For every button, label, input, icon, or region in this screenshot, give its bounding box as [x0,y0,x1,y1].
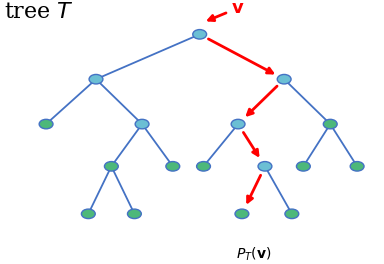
Circle shape [350,162,364,171]
Circle shape [258,162,272,171]
Circle shape [193,30,207,39]
Circle shape [197,162,210,171]
Circle shape [135,119,149,129]
Circle shape [166,162,180,171]
Circle shape [231,119,245,129]
Circle shape [277,74,291,84]
Circle shape [127,209,141,219]
Circle shape [81,209,95,219]
Circle shape [323,119,337,129]
Text: $\mathbf{v}$: $\mathbf{v}$ [209,0,245,21]
Text: tree $T$: tree $T$ [4,1,74,23]
Circle shape [89,74,103,84]
Circle shape [235,209,249,219]
Circle shape [104,162,118,171]
Text: $P_T(\mathbf{v})$: $P_T(\mathbf{v})$ [236,246,271,263]
Circle shape [285,209,299,219]
Circle shape [39,119,53,129]
Circle shape [296,162,310,171]
